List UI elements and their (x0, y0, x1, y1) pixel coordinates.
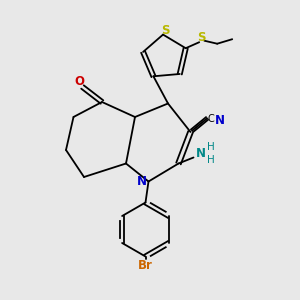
Text: H: H (207, 155, 215, 165)
Text: N: N (214, 113, 225, 127)
Text: N: N (196, 147, 206, 161)
Text: N: N (137, 175, 147, 188)
Text: S: S (197, 31, 206, 44)
Text: O: O (74, 75, 84, 88)
Text: S: S (161, 24, 170, 37)
Text: Br: Br (138, 259, 153, 272)
Text: C: C (207, 113, 214, 124)
Text: H: H (207, 142, 215, 152)
